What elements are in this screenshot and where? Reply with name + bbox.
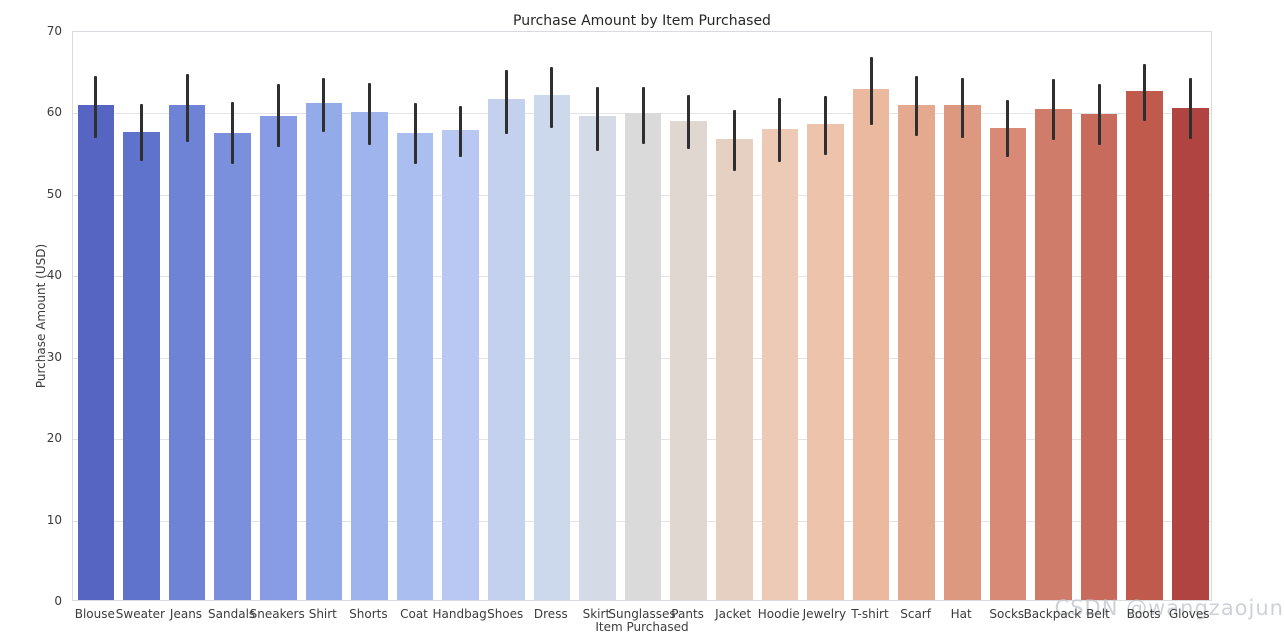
x-tick-label: Coat (400, 607, 428, 621)
bar-hoodie (761, 128, 799, 600)
error-bar-shoes (504, 69, 508, 134)
bar-coat (396, 132, 434, 600)
error-bar-boots (1143, 63, 1147, 121)
bar-hat (944, 104, 981, 600)
error-bar-pants (687, 94, 691, 150)
bar-sweater (123, 131, 160, 600)
x-tick-label: Scarf (900, 607, 931, 621)
x-tick-label: Sneakers (249, 607, 305, 621)
bar-socks (989, 127, 1027, 600)
bar-shorts (351, 112, 388, 600)
bar-sandals (214, 133, 251, 600)
error-bar-handbag (459, 106, 463, 158)
y-axis-label: Purchase Amount (USD) (34, 243, 48, 389)
y-tick-label: 40 (46, 268, 62, 283)
bar-scarf (898, 104, 935, 600)
x-tick-label: T-shirt (851, 607, 889, 621)
error-bar-sunglasses (641, 87, 645, 144)
x-tick-label: Hat (950, 607, 972, 621)
x-tick-label: Belt (1086, 607, 1110, 621)
bar-handbag (442, 130, 479, 600)
error-bar-hat (960, 77, 964, 138)
bar-t-shirt (852, 88, 890, 600)
x-tick-label: Skirt (582, 607, 611, 621)
error-bar-sneakers (276, 84, 280, 147)
error-bar-coat (413, 102, 417, 164)
x-tick-label: Shoes (487, 607, 524, 621)
chart-title: Purchase Amount by Item Purchased (513, 13, 771, 29)
y-tick-label: 0 (54, 594, 62, 608)
error-bar-skirt (595, 86, 599, 151)
y-tick-label: 70 (46, 24, 62, 38)
error-bar-belt (1097, 84, 1101, 146)
x-tick-label: Sunglasses (608, 607, 676, 621)
error-bar-shorts (367, 82, 371, 146)
x-tick-label: Sweater (115, 607, 165, 621)
bar-jeans (168, 104, 206, 600)
y-tick-label: 30 (46, 349, 62, 364)
error-bar-t-shirt (869, 57, 873, 125)
x-tick-label: Socks (989, 607, 1025, 621)
x-tick-label: Boots (1126, 607, 1161, 621)
x-tick-label: Blouse (74, 607, 115, 621)
error-bar-jeans (185, 73, 189, 142)
x-tick-label: Hoodie (757, 607, 800, 621)
bar-sunglasses (624, 113, 662, 600)
bar-blouse (77, 104, 115, 600)
x-axis-label: Item Purchased (595, 620, 689, 634)
bar-backpack (1035, 109, 1072, 600)
error-bar-shirt (322, 77, 326, 133)
error-bar-sandals (231, 102, 235, 164)
x-tick-label: Sandals (208, 607, 256, 621)
error-bar-dress (550, 67, 554, 129)
bar-gloves (1172, 108, 1209, 600)
y-tick-label: 20 (46, 431, 62, 446)
bar-dress (533, 95, 571, 600)
x-tick-label: Shorts (349, 607, 388, 621)
bar-boots (1126, 91, 1163, 600)
error-bar-socks (1006, 100, 1010, 158)
error-bar-backpack (1051, 79, 1055, 141)
x-tick-label: Jeans (169, 607, 203, 621)
y-tick-label: 50 (46, 186, 62, 201)
x-tick-label: Shirt (308, 607, 337, 621)
bar-shoes (488, 99, 525, 600)
error-bar-jacket (732, 110, 736, 172)
bar-jewelry (807, 123, 844, 600)
y-tick-label: 10 (46, 512, 62, 527)
error-bar-gloves (1188, 77, 1192, 140)
error-bar-sweater (139, 103, 143, 162)
error-bar-jewelry (823, 96, 827, 155)
bar-sneakers (260, 116, 297, 600)
x-tick-label: Pants (671, 607, 704, 621)
error-bar-hoodie (778, 98, 782, 163)
bar-belt (1080, 113, 1118, 600)
bar-shirt (305, 103, 343, 600)
x-tick-label: Gloves (1168, 607, 1210, 621)
bar-jacket (716, 139, 753, 600)
x-tick-label: Dress (533, 607, 568, 621)
bar-pants (670, 121, 707, 600)
x-tick-label: Jacket (715, 607, 752, 621)
bar-skirt (579, 116, 616, 600)
y-tick-label: 60 (46, 105, 62, 120)
x-tick-label: Handbag (432, 607, 487, 621)
error-bar-scarf (915, 76, 919, 137)
x-tick-label: Backpack (1023, 607, 1082, 621)
x-tick-label: Jewelry (802, 607, 847, 621)
plot-area (72, 31, 1212, 601)
error-bar-blouse (94, 76, 98, 138)
